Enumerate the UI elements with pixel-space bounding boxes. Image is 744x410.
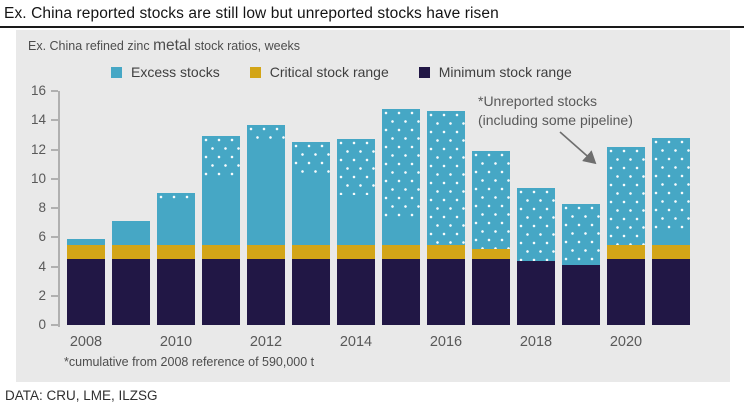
bar-segment-minimum-2009 xyxy=(112,259,150,325)
bar-segment-critical-2021 xyxy=(652,244,690,260)
legend-label: Minimum stock range xyxy=(438,64,572,80)
y-axis-line xyxy=(58,91,60,327)
annotation-line2: (including some pipeline) xyxy=(478,112,633,128)
y-tick-label: 16 xyxy=(30,83,46,98)
bar-segment-minimum-2015 xyxy=(382,259,420,325)
chart-legend: Excess stocks Critical stock range Minimum… xyxy=(111,64,572,80)
y-tick-label: 6 xyxy=(38,229,46,245)
x-tick-label-2020: 2020 xyxy=(609,334,643,350)
y-tick-mark xyxy=(51,90,58,92)
bar-segment-critical-2016 xyxy=(427,244,465,260)
y-tick-label: 4 xyxy=(38,258,46,274)
bar-segment-minimum-2016 xyxy=(427,259,465,325)
bar-overlay-unreported-2018 xyxy=(517,187,555,261)
x-tick-label-2012: 2012 xyxy=(249,334,283,350)
y-tick-label: 2 xyxy=(38,287,46,303)
bar-segment-critical-2020 xyxy=(607,244,645,260)
y-tick-mark xyxy=(51,324,58,326)
y-tick-mark xyxy=(51,177,58,180)
bar-overlay-unreported-2013 xyxy=(292,142,330,173)
bar-segment-minimum-2011 xyxy=(202,259,240,325)
x-tick-label-2014: 2014 xyxy=(339,334,373,350)
chart-subtitle: Ex. China refined zinc metal stock ratio… xyxy=(28,37,300,55)
bar-segment-minimum-2013 xyxy=(292,259,330,325)
y-tick-label: 10 xyxy=(30,170,46,186)
page-title: Ex. China reported stocks are still low … xyxy=(4,5,499,22)
legend-item-excess-stocks: Excess stocks xyxy=(111,64,220,80)
bar-overlay-unreported-2012 xyxy=(247,124,285,143)
legend-swatch-icon xyxy=(418,66,430,78)
subtitle-emphasis: metal xyxy=(153,37,191,54)
y-tick-mark xyxy=(51,119,58,122)
y-tick-label: 14 xyxy=(30,112,46,128)
bar-segment-minimum-2010 xyxy=(157,259,195,325)
y-tick-label: 8 xyxy=(38,200,46,215)
bar-segment-minimum-2012 xyxy=(247,259,285,325)
chart-footnote: *cumulative from 2008 reference of 590,0… xyxy=(64,355,315,369)
legend-swatch-icon xyxy=(111,66,122,78)
bar-overlay-unreported-2020 xyxy=(607,146,645,245)
data-source: DATA: CRU, LME, ILZSG xyxy=(5,388,158,403)
bar-overlay-unreported-2016 xyxy=(427,111,465,245)
bar-overlay-unreported-2010 xyxy=(157,193,195,201)
bar-segment-minimum-2008 xyxy=(67,259,105,325)
legend-label: Critical stock range xyxy=(269,64,389,80)
bar-segment-critical-2012 xyxy=(247,244,285,260)
bar-segment-critical-2014 xyxy=(337,244,375,260)
x-tick-label-2010: 2010 xyxy=(159,334,193,350)
legend-label: Excess stocks xyxy=(131,64,220,80)
bar-segment-critical-2009 xyxy=(112,244,150,260)
annotation-unreported-stocks: *Unreported stocks (including some pipel… xyxy=(478,92,633,130)
y-tick-mark xyxy=(51,236,58,239)
bar-overlay-unreported-2015 xyxy=(382,108,420,220)
bar-overlay-unreported-2014 xyxy=(337,139,375,195)
bar-overlay-unreported-2017 xyxy=(472,150,510,249)
legend-swatch-icon xyxy=(249,66,261,78)
legend-item-minimum-stock-range: Minimum stock range xyxy=(418,64,572,80)
subtitle-suffix: stock ratios, weeks xyxy=(190,39,301,53)
bar-segment-critical-2011 xyxy=(202,244,240,260)
bar-segment-minimum-2021 xyxy=(652,259,690,325)
y-tick-mark xyxy=(51,265,58,268)
legend-item-critical-stock-range: Critical stock range xyxy=(249,64,389,80)
bar-segment-excess-2012 xyxy=(247,124,285,245)
bar-segment-critical-2015 xyxy=(382,244,420,260)
title-underline xyxy=(0,26,744,28)
annotation-arrow-icon xyxy=(559,131,597,165)
annotation-line1: *Unreported stocks xyxy=(478,93,598,109)
bar-segment-excess-2010 xyxy=(157,193,195,245)
bar-segment-critical-2008 xyxy=(67,244,105,260)
bar-segment-critical-2013 xyxy=(292,244,330,260)
bar-overlay-unreported-2011 xyxy=(202,136,240,181)
y-tick-mark xyxy=(51,207,58,209)
bar-segment-minimum-2014 xyxy=(337,259,375,325)
x-tick-label-2018: 2018 xyxy=(519,334,553,350)
bar-segment-critical-2017 xyxy=(472,248,510,260)
bar-segment-minimum-2020 xyxy=(607,259,645,325)
y-tick-mark xyxy=(51,148,58,151)
y-tick-label: 12 xyxy=(30,141,46,157)
bar-overlay-unreported-2019 xyxy=(562,203,600,266)
bar-segment-excess-2009 xyxy=(112,221,150,245)
y-tick-mark xyxy=(51,294,58,297)
bar-segment-excess-2008 xyxy=(67,238,105,245)
x-tick-label-2016: 2016 xyxy=(429,334,463,350)
x-tick-label-2008: 2008 xyxy=(69,334,103,350)
bar-segment-minimum-2017 xyxy=(472,259,510,325)
bar-overlay-unreported-2021 xyxy=(652,137,690,235)
bar-segment-minimum-2018 xyxy=(517,260,555,325)
subtitle-prefix: Ex. China refined zinc xyxy=(28,39,154,53)
bar-segment-minimum-2019 xyxy=(562,265,600,325)
y-tick-label: 0 xyxy=(38,317,46,332)
bar-segment-critical-2010 xyxy=(157,244,195,260)
